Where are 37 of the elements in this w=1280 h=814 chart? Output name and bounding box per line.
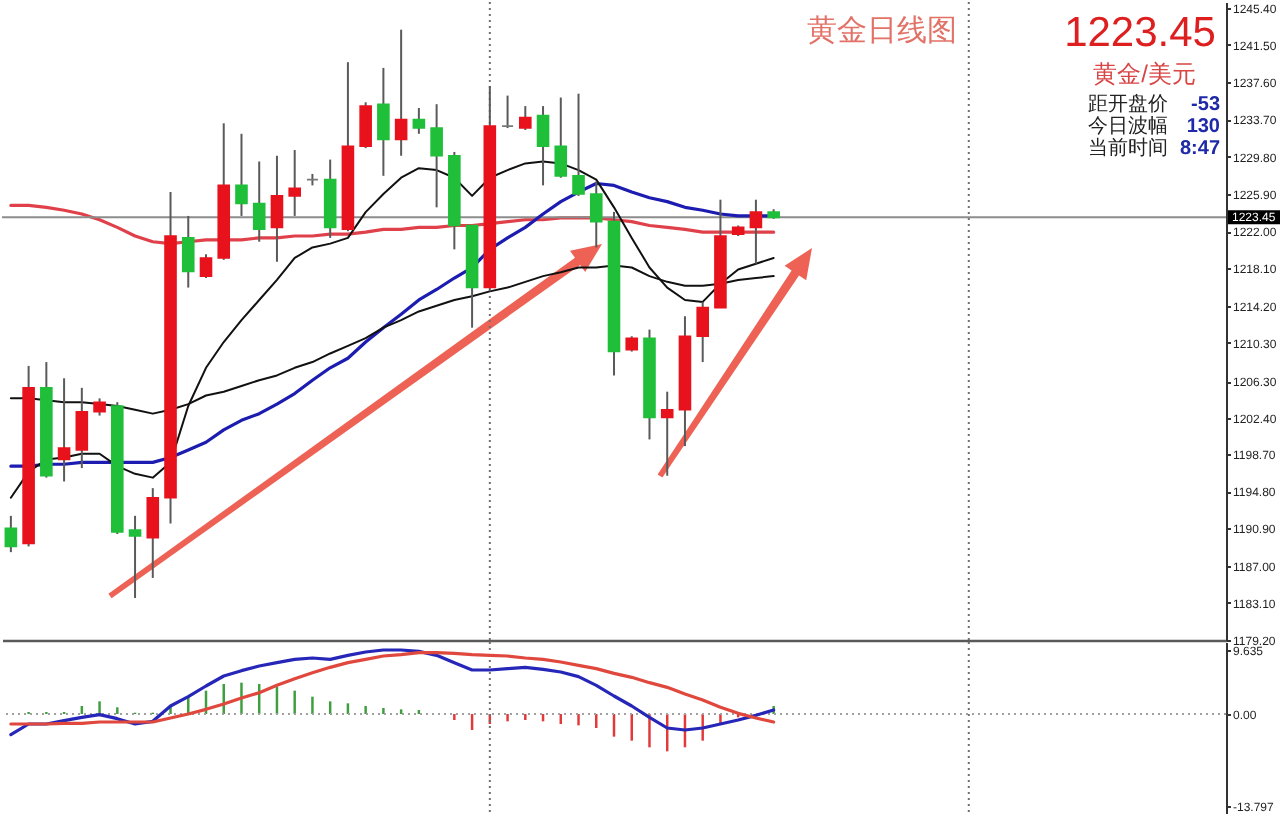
candlestick xyxy=(359,101,372,150)
candlestick xyxy=(181,214,195,289)
candlestick xyxy=(146,487,160,579)
line-series xyxy=(9,648,776,737)
annotation: 130 xyxy=(1186,116,1221,138)
candlestick xyxy=(660,390,674,477)
candlestick xyxy=(519,105,532,131)
candlestick xyxy=(128,514,142,599)
candlestick xyxy=(394,28,408,157)
candlestick xyxy=(554,96,568,179)
candlestick xyxy=(75,386,89,470)
candlestick xyxy=(235,132,248,217)
candlestick xyxy=(572,92,585,197)
candlestick xyxy=(749,198,763,265)
chart-title: 黄金日线图 xyxy=(807,14,957,48)
candlestick xyxy=(536,105,550,187)
annotation: 今日波幅 xyxy=(1088,114,1168,138)
candlestick xyxy=(696,300,709,364)
candlestick xyxy=(412,107,426,135)
candlestick xyxy=(199,253,213,280)
annotation: 当前时间 xyxy=(1088,136,1168,160)
annotation: 距开盘价 xyxy=(1088,92,1168,116)
candlestick xyxy=(252,160,266,243)
candlestick xyxy=(501,94,514,130)
annotation: 8:47 xyxy=(1179,138,1221,160)
annotation: 1223.45 xyxy=(1064,10,1216,56)
candlestick xyxy=(270,154,284,263)
candlestick xyxy=(4,514,18,554)
line-series xyxy=(9,651,776,726)
candlestick xyxy=(57,377,71,483)
candlestick xyxy=(589,180,603,249)
annotation: -53 xyxy=(1191,94,1221,116)
candlestick xyxy=(323,158,337,239)
annotation: 黄金/美元 xyxy=(1093,60,1196,88)
candlestick xyxy=(288,149,301,217)
candlestick xyxy=(377,66,390,177)
candlestick xyxy=(430,103,443,209)
